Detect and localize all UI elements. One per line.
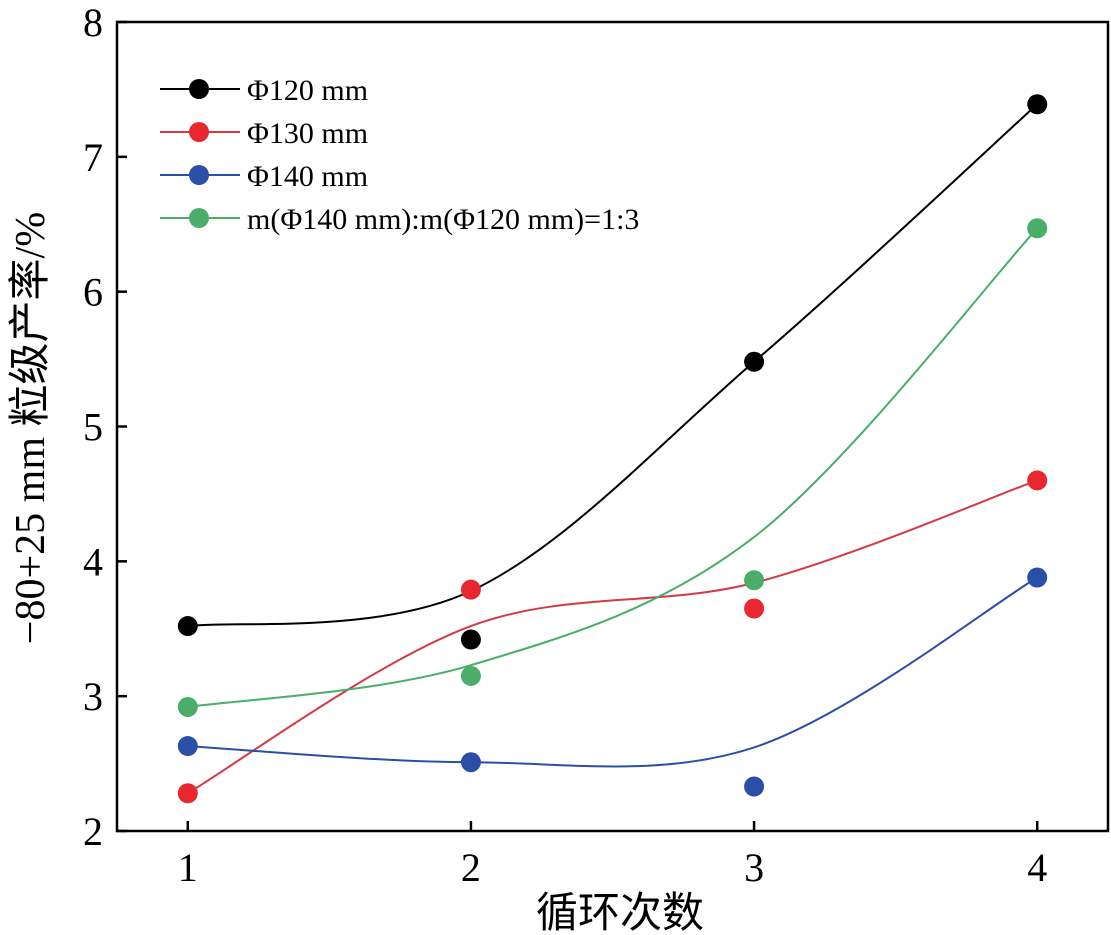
legend-label: Φ120 mm [247,74,368,107]
series-line-2 [187,576,1038,768]
x-tick-label: 3 [744,845,764,890]
legend: Φ120 mm Φ130 mm Φ140 mm m(Φ140 mm):m(Φ120 m… [160,74,639,236]
x-tick-label: 2 [461,845,481,890]
data-point-series-0 [177,616,198,637]
data-point-series-1 [744,598,765,619]
x-axis: 1 2 3 4 [178,821,1047,890]
x-axis-title: 循环次数 [536,891,704,935]
legend-marker [189,79,209,99]
y-tick-label: 8 [83,0,103,45]
data-point-series-3 [177,696,198,717]
series-line-1 [187,479,1038,795]
y-tick-label: 4 [83,539,103,584]
legend-label: Φ140 mm [247,160,368,193]
data-point-series-2 [460,752,481,773]
data-point-series-0 [1027,94,1048,115]
data-point-series-0 [744,351,765,372]
legend-label: m(Φ140 mm):m(Φ120 mm)=1:3 [247,203,639,236]
legend-marker [189,208,209,228]
y-tick-label: 6 [83,270,103,315]
y-axis: 2 3 4 5 6 7 8 [83,0,127,854]
y-tick-label: 5 [83,405,103,450]
legend-marker [189,122,209,142]
data-point-series-1 [1027,470,1048,491]
data-point-series-3 [744,570,765,591]
y-tick-label: 3 [83,674,103,719]
data-point-series-2 [177,736,198,757]
data-point-series-3 [1027,218,1048,239]
x-tick-label: 1 [178,845,198,890]
data-point-series-2 [1027,567,1048,588]
data-point-series-0 [460,629,481,650]
y-axis-title: −80+25 mm 粒级产率/% [7,212,54,644]
legend-label: Φ130 mm [247,117,368,150]
data-point-series-1 [177,783,198,804]
series-points [177,94,1048,804]
data-point-series-2 [744,776,765,797]
data-point-series-1 [460,579,481,600]
series-lines [187,103,1038,795]
x-tick-label: 4 [1027,845,1047,890]
series-line-0 [187,103,1038,628]
series-line-3 [187,227,1038,708]
y-tick-label: 7 [83,135,103,180]
y-tick-label: 2 [83,809,103,854]
legend-marker [189,165,209,185]
data-point-series-3 [460,665,481,686]
